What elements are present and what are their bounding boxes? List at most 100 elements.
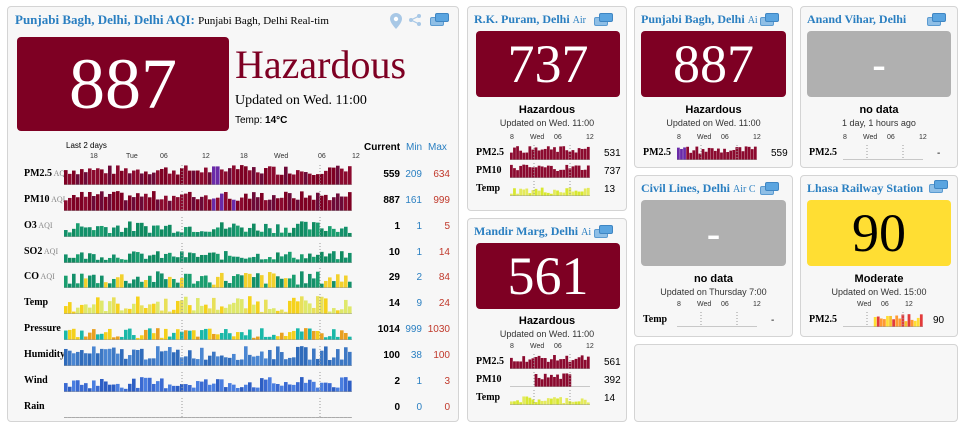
window-icon[interactable] — [594, 225, 614, 239]
metric-min: 1 — [416, 376, 422, 387]
mandir-marg-title[interactable]: Mandir Marg, Delhi Ai — [474, 224, 592, 239]
mini-sparkline-bar — [513, 401, 516, 405]
civil-lines-title[interactable]: Civil Lines, Delhi Air C — [641, 181, 761, 196]
mini-axis-tick: 8 — [510, 343, 514, 350]
mini-axis-tick: Wed — [530, 343, 545, 350]
sparkline-bar — [248, 329, 252, 340]
civil-updated: Updated on Thursday 7:00 — [660, 287, 767, 297]
sparkline-bar — [204, 254, 208, 263]
sparkline-bar — [156, 251, 160, 263]
sparkline-bar — [132, 349, 136, 366]
sparkline-bar — [104, 282, 108, 288]
sparkline-bar — [92, 346, 96, 366]
sparkline-bar — [136, 337, 140, 340]
window-icon[interactable] — [929, 180, 949, 194]
sparkline-bar — [188, 330, 192, 340]
sparkline-bar — [104, 196, 108, 211]
mini-sparkline-bar — [534, 402, 538, 405]
sparkline-bar — [260, 231, 264, 237]
sparkline-bar — [232, 199, 236, 211]
sparkline-bar — [212, 333, 216, 340]
sparkline-bar — [108, 283, 112, 288]
anand-vihar-title[interactable]: Anand Vihar, Delhi — [807, 12, 927, 27]
punjabi-bagh-title[interactable]: Punjabi Bagh, Delhi Ai — [641, 12, 759, 27]
mini-sparkline-bar — [571, 191, 575, 196]
sparkline-bar — [328, 383, 332, 392]
sparkline-bar — [208, 328, 212, 340]
rk-puram-title[interactable]: R.K. Puram, Delhi Air — [474, 12, 592, 27]
window-icon[interactable] — [927, 13, 947, 27]
sparkline-bar — [92, 254, 96, 263]
mini-sparkline-bar — [559, 169, 563, 178]
mini-sparkline-bar — [574, 152, 578, 160]
sparkline-bar — [92, 304, 96, 314]
mini-sparkline-bar — [510, 357, 513, 369]
window-icon[interactable] — [760, 13, 780, 27]
sparkline-bar — [92, 196, 96, 211]
sparkline-bar — [156, 346, 160, 366]
share-icon[interactable] — [408, 13, 422, 27]
sparkline-bar — [272, 195, 276, 211]
axis-tick-label: 18 — [240, 153, 248, 160]
mini-axis-tick: 8 — [677, 301, 681, 308]
sparkline-bar — [248, 257, 252, 263]
rk-puram-card: R.K. Puram, Delhi Air 737 Hazardous Upda… — [467, 6, 627, 211]
mini-sparkline-bar — [550, 149, 553, 160]
mini-axis-tick: 06 — [721, 134, 729, 141]
mini-axis-tick: Wed — [863, 134, 878, 141]
mini-sparkline-bar — [898, 318, 902, 327]
metric-sparkline — [64, 243, 352, 263]
lhasa-title[interactable]: Lhasa Railway Station — [807, 181, 931, 196]
rk-title-text: R.K. Puram, Delhi — [474, 12, 570, 26]
sparkline-bar — [252, 192, 256, 211]
metric-unit: AQI — [52, 169, 68, 178]
mini-sparkline-bar — [577, 165, 581, 178]
sparkline-bar — [212, 252, 216, 263]
sparkline-bar — [252, 277, 256, 288]
sparkline-bar — [324, 337, 328, 340]
window-icon[interactable] — [430, 13, 450, 27]
mini-sparkline-bar — [531, 167, 535, 178]
metric-current: 2 — [394, 376, 400, 387]
window-icon[interactable] — [760, 182, 780, 196]
sparkline-bar — [180, 168, 184, 185]
sparkline-bar — [164, 225, 168, 237]
sparkline-bar — [344, 333, 348, 340]
sparkline-bar — [308, 273, 312, 288]
sparkline-bar — [164, 195, 168, 211]
temp-unit: °C — [276, 115, 288, 126]
sparkline-bar — [72, 380, 76, 392]
sparkline-bar — [252, 223, 256, 237]
sparkline-bar — [160, 378, 164, 392]
sparkline-bar — [144, 258, 148, 263]
sparkline-bar — [236, 387, 240, 392]
sparkline-bar — [68, 302, 72, 314]
sparkline-bar — [168, 347, 172, 366]
mini-metric-label: PM10 — [476, 165, 502, 176]
metric-max: 100 — [433, 350, 450, 361]
sparkline-bar — [196, 256, 200, 263]
sparkline-bar — [332, 228, 336, 237]
metric-label: Temp — [24, 297, 48, 308]
metric-current: 100 — [383, 350, 400, 361]
location-pin-icon[interactable] — [390, 13, 402, 29]
main-station-title[interactable]: Punjabi Bagh, Delhi, Delhi AQI: Punjabi … — [15, 12, 390, 28]
sparkline-bar — [340, 377, 344, 392]
sparkline-bar — [256, 301, 260, 314]
sparkline-bar — [336, 336, 340, 340]
mini-sparkline-bar — [750, 149, 754, 160]
sparkline-bar — [140, 281, 144, 288]
mini-sparkline-bar — [519, 188, 523, 196]
sparkline-bar — [320, 350, 324, 366]
sparkline-bar — [200, 254, 204, 263]
sparkline-bar — [96, 283, 100, 288]
mini-sparkline-bar — [695, 146, 699, 160]
sparkline-bar — [328, 226, 332, 237]
sparkline-bar — [304, 347, 308, 366]
window-icon[interactable] — [594, 13, 614, 27]
sparkline-bar — [300, 171, 304, 185]
mini-sparkline-bar — [571, 166, 575, 178]
mini-axis-tick: 8 — [677, 134, 681, 141]
metric-label: CO AQI — [24, 271, 55, 282]
mini-sparkline-bar — [583, 188, 587, 196]
